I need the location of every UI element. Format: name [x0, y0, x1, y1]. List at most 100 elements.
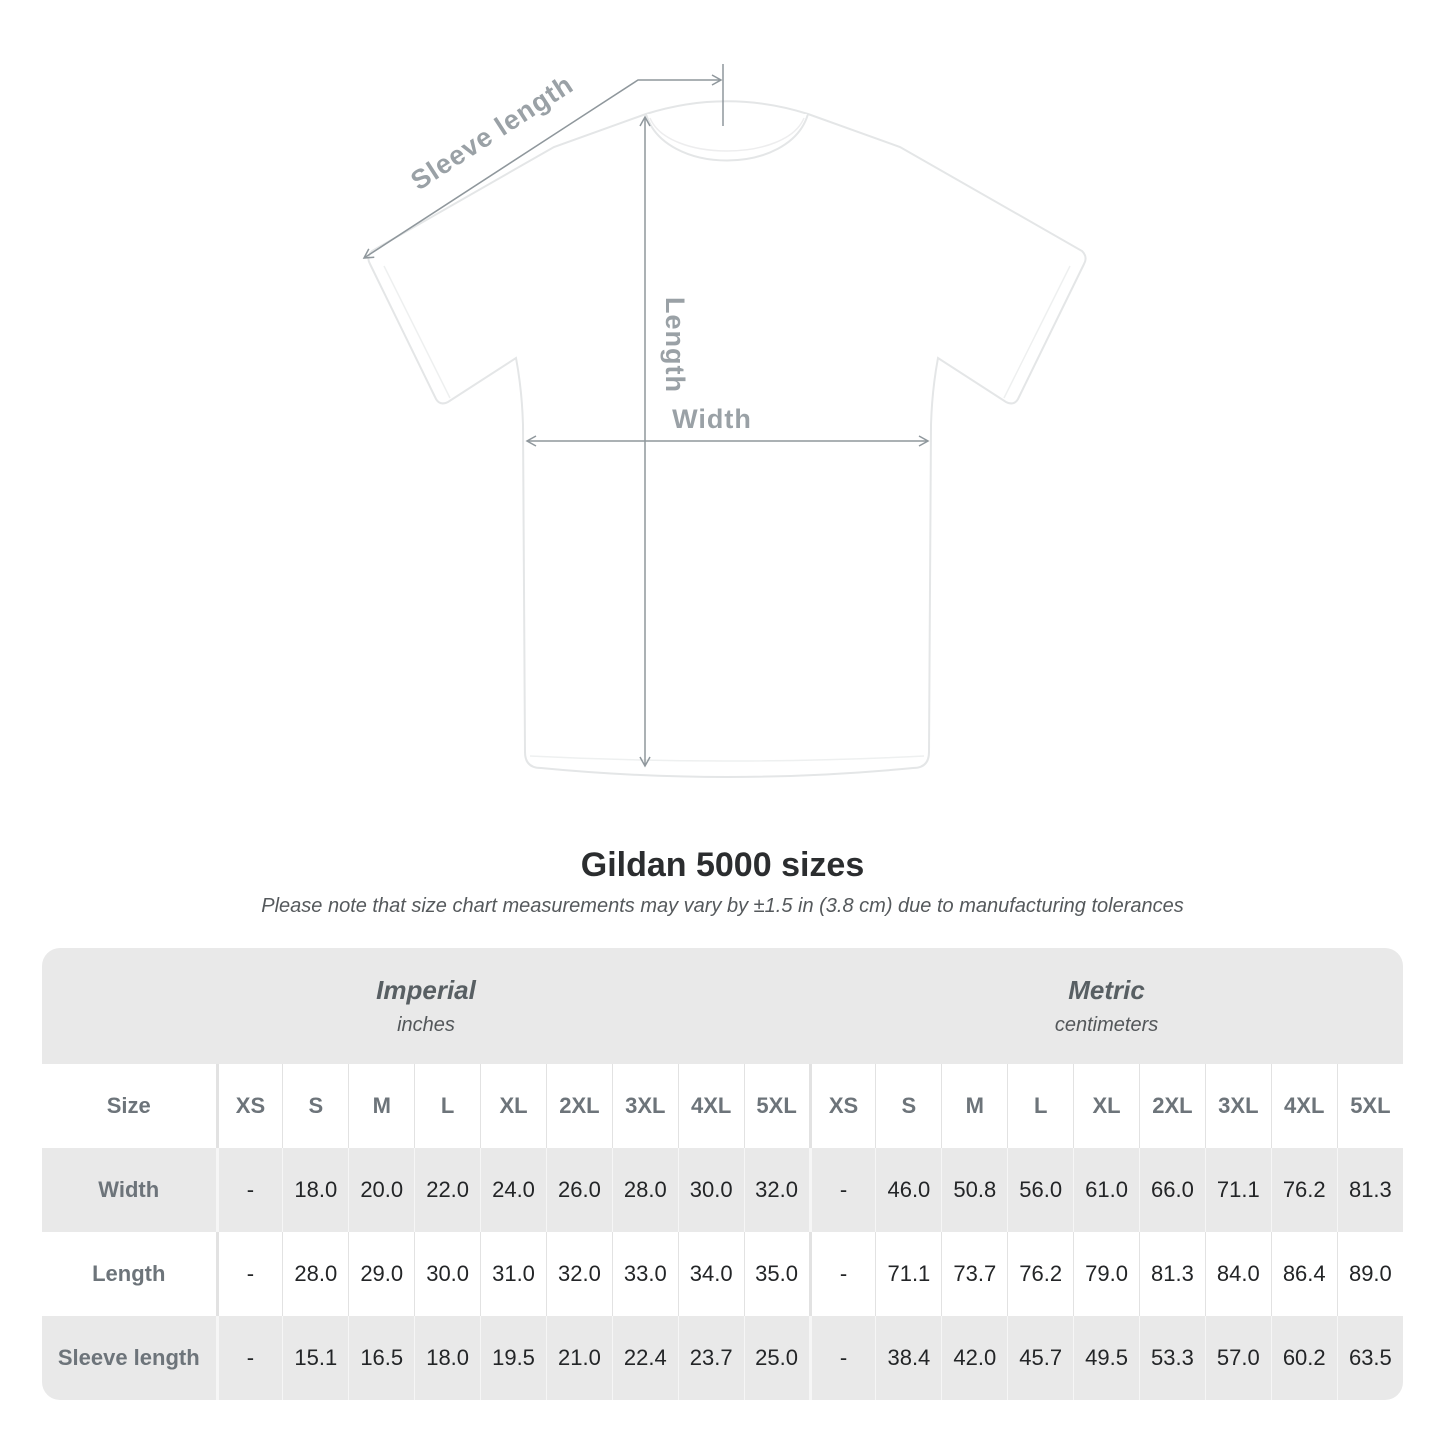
- size-header-imperial-S: S: [282, 1064, 349, 1148]
- metric-value-M: 73.7: [941, 1232, 1008, 1316]
- measurement-row: Sleeve length -15.1 16.5 18.0 19.5 21.0 22.4 23…: [42, 1316, 1403, 1400]
- imperial-value-M: 16.5: [348, 1316, 415, 1400]
- metric-value-L: 56.0: [1007, 1148, 1074, 1232]
- size-header-imperial-XL: XL: [480, 1064, 547, 1148]
- row-label: Sleeve length: [42, 1316, 217, 1400]
- size-header-row: Size XS S M L XL 2XL 3XL 4XL 5XL XS S M L XL 2XL 3XL 4XL 5…: [42, 1064, 1403, 1148]
- size-header-metric-XS: XS: [808, 1064, 876, 1148]
- imperial-value-3XL: 28.0: [611, 1148, 679, 1232]
- page-title: Gildan 5000 sizes: [580, 846, 865, 884]
- imperial-value-5XL: 25.0: [743, 1316, 811, 1400]
- imperial-value-XL: 31.0: [480, 1232, 547, 1316]
- imperial-section-header: Imperial inches: [42, 948, 811, 1064]
- metric-value-L: 76.2: [1007, 1232, 1074, 1316]
- metric-value-3XL: 84.0: [1204, 1232, 1272, 1316]
- left-sleeve-seam: [383, 265, 451, 399]
- imperial-value-3XL: 33.0: [611, 1232, 679, 1316]
- imperial-value-XS: -: [215, 1316, 283, 1400]
- imperial-value-L: 30.0: [414, 1232, 481, 1316]
- size-header-imperial-5XL: 5XL: [743, 1064, 811, 1148]
- imperial-value-XS: -: [215, 1148, 283, 1232]
- imperial-value-XS: -: [215, 1232, 283, 1316]
- tshirt-outline: [367, 100, 1087, 779]
- size-header-metric-4XL: 4XL: [1270, 1064, 1338, 1148]
- imperial-value-M: 29.0: [348, 1232, 415, 1316]
- metric-value-XS: -: [808, 1148, 876, 1232]
- imperial-value-M: 20.0: [348, 1148, 415, 1232]
- size-header-metric-XL: XL: [1073, 1064, 1140, 1148]
- imperial-section-label: Imperial: [376, 975, 476, 1005]
- measurement-row: Length -28.0 29.0 30.0 31.0 32.0 33.0 34.0 35.0-…: [42, 1232, 1403, 1316]
- imperial-value-L: 18.0: [414, 1316, 481, 1400]
- size-header-imperial-2XL: 2XL: [545, 1064, 613, 1148]
- metric-value-5XL: 89.0: [1336, 1232, 1403, 1316]
- metric-value-XS: -: [808, 1232, 876, 1316]
- imperial-value-S: 15.1: [282, 1316, 349, 1400]
- imperial-value-4XL: 30.0: [677, 1148, 745, 1232]
- size-table-container: Imperial inches Metric centimeters Size X…: [42, 948, 1403, 1400]
- imperial-value-5XL: 35.0: [743, 1232, 811, 1316]
- size-header-imperial-4XL: 4XL: [677, 1064, 745, 1148]
- row-label: Width: [42, 1148, 217, 1232]
- sleeve-length-arrow: [362, 74, 723, 259]
- metric-value-2XL: 53.3: [1139, 1316, 1206, 1400]
- imperial-value-L: 22.0: [414, 1148, 481, 1232]
- metric-value-4XL: 60.2: [1270, 1316, 1338, 1400]
- metric-value-2XL: 66.0: [1139, 1148, 1206, 1232]
- metric-unit-label: centimeters: [1054, 1014, 1159, 1036]
- imperial-value-2XL: 32.0: [545, 1232, 613, 1316]
- measurement-row: Width -18.0 20.0 22.0 24.0 26.0 28.0 30.0 32.0-4…: [42, 1148, 1403, 1232]
- metric-value-XL: 61.0: [1073, 1148, 1140, 1232]
- measurement-arrows: [362, 64, 930, 768]
- imperial-value-4XL: 34.0: [677, 1232, 745, 1316]
- right-sleeve-seam: [1003, 265, 1071, 399]
- metric-value-3XL: 71.1: [1204, 1148, 1272, 1232]
- metric-value-M: 42.0: [941, 1316, 1008, 1400]
- size-header-imperial-L: L: [414, 1064, 481, 1148]
- hem-seam: [529, 755, 925, 762]
- metric-value-S: 38.4: [875, 1316, 942, 1400]
- width-label: Width: [672, 404, 752, 434]
- size-header-metric-S: S: [875, 1064, 942, 1148]
- metric-value-S: 71.1: [875, 1232, 942, 1316]
- size-column-header: Size: [42, 1064, 217, 1148]
- size-header-metric-L: L: [1007, 1064, 1074, 1148]
- imperial-value-XL: 24.0: [480, 1148, 547, 1232]
- imperial-value-2XL: 21.0: [545, 1316, 613, 1400]
- size-header-imperial-3XL: 3XL: [611, 1064, 679, 1148]
- tshirt-illustration: [367, 100, 1087, 779]
- imperial-value-4XL: 23.7: [677, 1316, 745, 1400]
- size-header-metric-M: M: [941, 1064, 1008, 1148]
- metric-value-4XL: 86.4: [1270, 1232, 1338, 1316]
- metric-section-header: Metric centimeters: [810, 948, 1403, 1064]
- metric-value-M: 50.8: [941, 1148, 1008, 1232]
- size-header-imperial-M: M: [348, 1064, 415, 1148]
- imperial-value-S: 18.0: [282, 1148, 349, 1232]
- metric-value-2XL: 81.3: [1139, 1232, 1206, 1316]
- row-label: Length: [42, 1232, 217, 1316]
- imperial-value-3XL: 22.4: [611, 1316, 679, 1400]
- size-header-metric-3XL: 3XL: [1204, 1064, 1272, 1148]
- metric-value-L: 45.7: [1007, 1316, 1074, 1400]
- imperial-value-S: 28.0: [282, 1232, 349, 1316]
- size-header-imperial-XS: XS: [215, 1064, 283, 1148]
- metric-value-4XL: 76.2: [1270, 1148, 1338, 1232]
- size-header-metric-5XL: 5XL: [1336, 1064, 1403, 1148]
- imperial-value-5XL: 32.0: [743, 1148, 811, 1232]
- units-band-row: Imperial inches Metric centimeters: [42, 948, 1403, 1064]
- length-label: Length: [660, 297, 690, 393]
- metric-value-5XL: 63.5: [1336, 1316, 1403, 1400]
- imperial-value-XL: 19.5: [480, 1316, 547, 1400]
- metric-value-XL: 79.0: [1073, 1232, 1140, 1316]
- metric-value-3XL: 57.0: [1204, 1316, 1272, 1400]
- metric-value-5XL: 81.3: [1336, 1148, 1403, 1232]
- metric-value-XS: -: [808, 1316, 876, 1400]
- metric-value-XL: 49.5: [1073, 1316, 1140, 1400]
- metric-section-label: Metric: [1068, 975, 1145, 1005]
- size-header-metric-2XL: 2XL: [1139, 1064, 1206, 1148]
- tolerance-note: Please note that size chart measurements…: [261, 895, 1184, 917]
- size-table: Imperial inches Metric centimeters Size X…: [42, 948, 1403, 1400]
- metric-value-S: 46.0: [875, 1148, 942, 1232]
- imperial-unit-label: inches: [397, 1014, 455, 1036]
